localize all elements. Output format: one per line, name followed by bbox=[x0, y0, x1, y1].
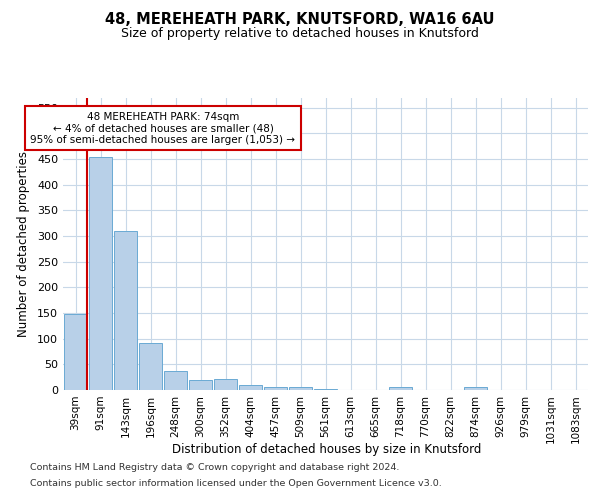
Bar bbox=[64, 314, 88, 390]
Text: Size of property relative to detached houses in Knutsford: Size of property relative to detached ho… bbox=[121, 28, 479, 40]
Text: Contains HM Land Registry data © Crown copyright and database right 2024.: Contains HM Land Registry data © Crown c… bbox=[30, 464, 400, 472]
Bar bbox=[139, 344, 163, 390]
Bar bbox=[239, 385, 262, 390]
Text: 48, MEREHEATH PARK, KNUTSFORD, WA16 6AU: 48, MEREHEATH PARK, KNUTSFORD, WA16 6AU bbox=[105, 12, 495, 28]
Text: 48 MEREHEATH PARK: 74sqm
← 4% of detached houses are smaller (48)
95% of semi-de: 48 MEREHEATH PARK: 74sqm ← 4% of detache… bbox=[31, 112, 296, 145]
Text: Distribution of detached houses by size in Knutsford: Distribution of detached houses by size … bbox=[172, 442, 482, 456]
Bar bbox=[263, 387, 287, 390]
Y-axis label: Number of detached properties: Number of detached properties bbox=[17, 151, 30, 337]
Text: Contains public sector information licensed under the Open Government Licence v3: Contains public sector information licen… bbox=[30, 478, 442, 488]
Bar bbox=[464, 388, 487, 390]
Bar bbox=[89, 156, 112, 390]
Bar bbox=[289, 387, 313, 390]
Bar bbox=[164, 371, 187, 390]
Bar bbox=[188, 380, 212, 390]
Bar bbox=[389, 388, 412, 390]
Bar bbox=[113, 231, 137, 390]
Bar bbox=[214, 379, 238, 390]
